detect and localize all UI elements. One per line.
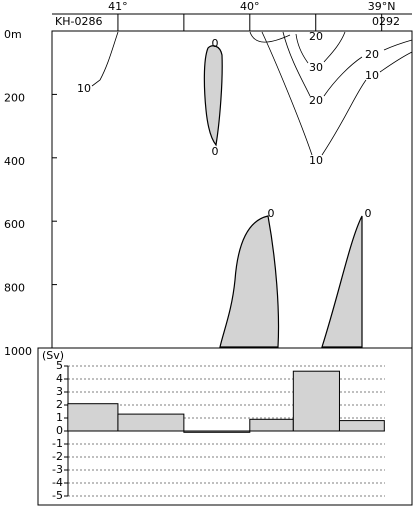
x-tick-label: 39°N xyxy=(368,0,396,13)
y-tick-label: 2 xyxy=(56,398,63,411)
contour-label: 0 xyxy=(268,207,275,220)
station-label: 0292 xyxy=(372,15,400,28)
contour-label: 0 xyxy=(212,37,219,50)
bar xyxy=(117,413,185,432)
contour-shade xyxy=(203,45,223,147)
y-tick-label: -1 xyxy=(52,437,63,450)
transport-frame xyxy=(37,347,413,506)
bar xyxy=(338,420,385,432)
station-label: KH-0286 xyxy=(55,15,102,28)
bar xyxy=(292,370,340,432)
y-tick-label: -4 xyxy=(52,476,63,489)
y-tick-label: 800 xyxy=(4,282,25,295)
unit-label: (Sv) xyxy=(42,349,64,362)
y-tick-label: 1000 xyxy=(4,345,32,358)
contour-label: 20 xyxy=(309,30,323,43)
bar xyxy=(249,418,294,432)
y-tick-label: 200 xyxy=(4,91,25,104)
contour-line xyxy=(261,31,413,156)
y-tick-label: -3 xyxy=(52,463,63,476)
y-tick-label: 0 xyxy=(56,424,63,437)
contour-label: 0 xyxy=(212,145,219,158)
x-tick-label: 41° xyxy=(108,0,128,13)
contour-line xyxy=(282,31,413,97)
y-tick-label: 4 xyxy=(56,372,63,385)
contour-shade xyxy=(219,215,280,348)
contour-label: 20 xyxy=(365,48,379,61)
bar xyxy=(183,430,251,433)
y-tick-label: 600 xyxy=(4,218,25,231)
contour-label: 10 xyxy=(365,69,379,82)
y-tick-label: -2 xyxy=(52,450,63,463)
contours xyxy=(91,31,413,348)
contour-label: 0 xyxy=(365,207,372,220)
x-tick-label: 40° xyxy=(240,0,260,13)
contour-label: 30 xyxy=(309,61,323,74)
y-tick-label: 5 xyxy=(56,359,63,372)
contour-line xyxy=(295,31,346,64)
contour-label: 10 xyxy=(77,82,91,95)
y-tick-label: -5 xyxy=(52,489,63,502)
contour-label: 20 xyxy=(309,94,323,107)
y-tick-label: 3 xyxy=(56,385,63,398)
bar xyxy=(67,403,119,432)
contour-label: 10 xyxy=(309,154,323,167)
y-tick-label: 1 xyxy=(56,411,63,424)
contour-line xyxy=(249,31,291,43)
contour-line xyxy=(91,31,119,87)
y-tick-label: 400 xyxy=(4,155,25,168)
contour-shade xyxy=(321,215,363,348)
y-tick-label: 0m xyxy=(4,28,22,41)
